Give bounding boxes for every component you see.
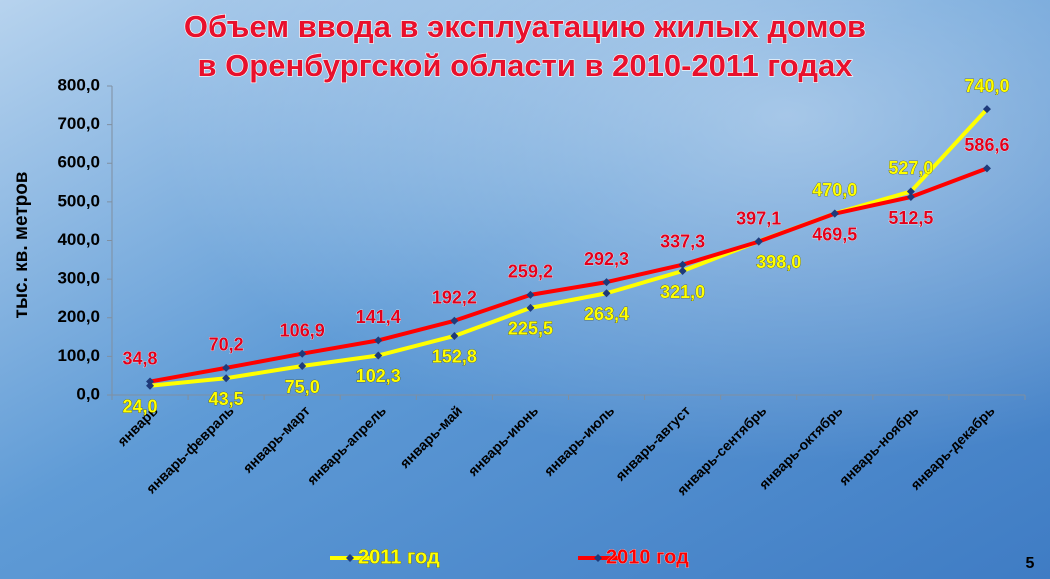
marker [298, 362, 307, 371]
marker [374, 336, 383, 345]
marker [830, 209, 839, 218]
marker [754, 237, 763, 246]
marker [602, 289, 611, 298]
legend-marker [594, 554, 602, 562]
y-axis-label: тыс. кв. метров [11, 172, 32, 319]
marker [222, 363, 231, 372]
data-label: 740,0 [964, 76, 1009, 96]
data-label: 225,5 [508, 319, 553, 339]
data-label: 321,0 [660, 282, 705, 302]
y-tick-label: 700,0 [57, 114, 100, 133]
data-label: 398,0 [756, 252, 801, 272]
data-label: 470,0 [812, 180, 857, 200]
y-tick-label: 400,0 [57, 230, 100, 249]
y-tick-label: 300,0 [57, 269, 100, 288]
y-tick-label: 200,0 [57, 307, 100, 326]
marker [678, 260, 687, 269]
data-label: 141,4 [356, 307, 401, 327]
y-tick-label: 100,0 [57, 346, 100, 365]
data-label: 102,3 [356, 366, 401, 386]
marker [450, 316, 459, 325]
data-label: 512,5 [888, 208, 933, 228]
data-label: 586,6 [964, 135, 1009, 155]
y-tick-label: 500,0 [57, 191, 100, 210]
data-label: 106,9 [280, 320, 325, 340]
marker [678, 267, 687, 276]
marker [222, 374, 231, 383]
legend-label: 2010 год [606, 546, 689, 568]
series-line [149, 166, 988, 384]
data-label: 259,2 [508, 262, 553, 282]
marker [982, 164, 991, 173]
data-label: 24,0 [123, 396, 158, 416]
marker [526, 303, 535, 312]
legend-marker [346, 554, 354, 562]
chart-title: в Оренбургской области в 2010-2011 годах [198, 48, 854, 83]
marker [146, 381, 155, 390]
data-label: 75,0 [285, 377, 320, 397]
data-label: 527,0 [888, 158, 933, 178]
data-label: 192,2 [432, 288, 477, 308]
y-tick-label: 600,0 [57, 153, 100, 172]
y-tick-label: 800,0 [57, 75, 100, 94]
marker [146, 377, 155, 386]
slide-number: 5 [1026, 555, 1035, 572]
y-tick-label: 0,0 [76, 384, 100, 403]
data-label: 292,3 [584, 249, 629, 269]
data-label: 263,4 [584, 304, 629, 324]
data-label: 337,3 [660, 231, 705, 251]
marker [906, 187, 915, 196]
data-label: 43,5 [209, 389, 244, 409]
data-label: 397,1 [736, 208, 781, 228]
marker [450, 331, 459, 340]
data-label: 70,2 [209, 335, 244, 355]
marker [906, 193, 915, 202]
legend-label: 2011 год [358, 546, 440, 568]
marker [298, 349, 307, 358]
marker [982, 105, 991, 114]
data-label: 34,8 [123, 348, 158, 368]
data-label: 469,5 [812, 224, 857, 244]
data-label: 152,8 [432, 347, 477, 367]
marker [526, 290, 535, 299]
marker [374, 351, 383, 360]
marker [602, 278, 611, 287]
chart-title: Объем ввода в эксплуатацию жилых домов [184, 9, 866, 44]
